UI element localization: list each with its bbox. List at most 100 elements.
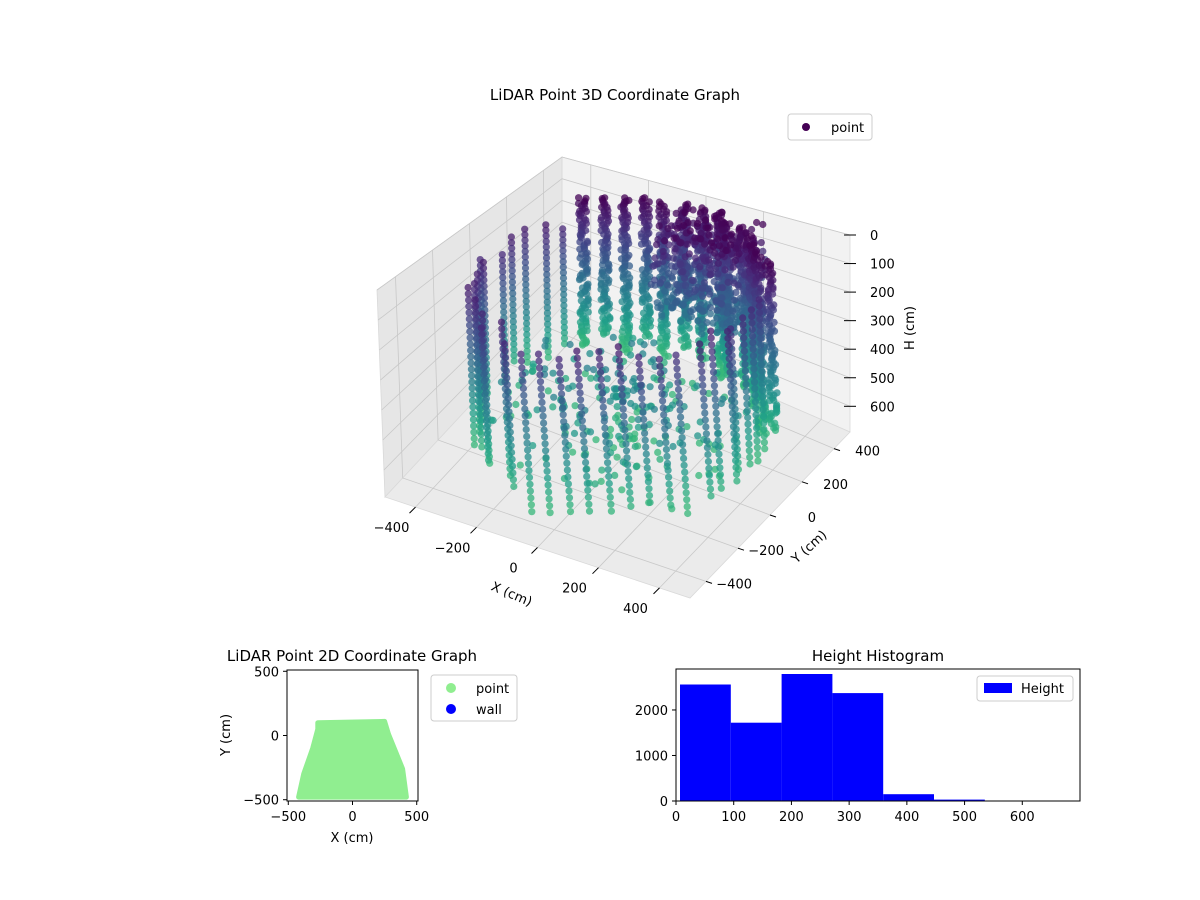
point-3d <box>522 308 531 316</box>
point-3d <box>703 319 711 327</box>
point-3d <box>744 413 752 422</box>
point-3d <box>556 369 564 377</box>
point-3d <box>732 470 741 478</box>
point-3d <box>641 194 649 202</box>
point-3d <box>759 220 767 229</box>
point-3d <box>767 260 775 268</box>
point-3d <box>721 266 729 274</box>
point-3d <box>752 417 760 426</box>
point-3d <box>765 296 773 304</box>
point-3d <box>646 498 654 507</box>
point-3d <box>723 319 731 327</box>
point-3d <box>510 334 518 343</box>
point-3d <box>482 416 490 425</box>
point-3d <box>480 294 488 302</box>
point-3d <box>469 397 477 405</box>
point-3d <box>724 303 732 311</box>
point-3d <box>521 236 529 244</box>
point-3d <box>465 315 473 323</box>
point-3d <box>510 482 518 491</box>
point-3d <box>601 431 610 439</box>
point-3d <box>481 383 489 392</box>
point-3d <box>563 466 572 474</box>
point-3d <box>748 319 756 327</box>
point-3d <box>516 461 524 469</box>
point-3d <box>470 422 478 430</box>
x-tick-3d <box>653 587 660 595</box>
point-3d <box>468 390 476 398</box>
y-tick-3d <box>737 547 745 551</box>
point-3d <box>592 436 600 444</box>
point-3d <box>756 328 764 336</box>
point-3d <box>715 457 724 465</box>
legend-3d-box <box>787 113 873 141</box>
point-3d <box>576 389 584 397</box>
point-3d <box>617 377 625 385</box>
point-3d <box>711 389 719 397</box>
point-3d <box>740 347 749 355</box>
legend-3d-marker <box>802 123 810 131</box>
point-3d <box>700 395 708 403</box>
point-3d <box>636 367 644 375</box>
point-3d <box>555 362 564 370</box>
point-3d <box>745 440 753 448</box>
point-3d <box>640 422 648 430</box>
legend-histogram-label: Height <box>1021 682 1064 697</box>
point-3d <box>706 478 714 486</box>
y-axis-label-2d: Y (cm) <box>219 714 234 757</box>
point-3d <box>559 225 567 233</box>
point-3d <box>559 258 567 266</box>
point-3d <box>713 314 721 322</box>
point-3d <box>689 206 697 214</box>
point-3d <box>479 258 487 266</box>
point-3d <box>582 458 590 467</box>
point-3d <box>482 410 490 418</box>
point-3d <box>659 247 667 256</box>
point-3d <box>583 255 592 263</box>
point-3d <box>521 258 530 267</box>
point-3d <box>749 345 757 353</box>
point-3d <box>507 435 515 443</box>
point-3d <box>604 211 612 219</box>
point-3d <box>759 247 767 255</box>
point-3d <box>596 368 605 377</box>
point-3d <box>655 222 663 230</box>
point-3d <box>604 230 612 238</box>
point-3d <box>757 360 766 369</box>
point-3d <box>693 382 701 390</box>
y-tick-label-2d: 0 <box>271 730 279 745</box>
point-3d <box>565 494 574 502</box>
point-3d <box>636 374 644 382</box>
point-3d <box>624 468 632 476</box>
point-3d <box>731 450 739 458</box>
point-3d <box>606 493 614 501</box>
point-3d <box>678 427 686 435</box>
point-3d <box>563 459 571 467</box>
point-3d <box>544 315 552 323</box>
point-3d <box>583 239 592 247</box>
point-3d <box>517 350 525 358</box>
point-3d <box>687 308 695 316</box>
z-tick-label-3d: 200 <box>870 286 895 301</box>
point-3d <box>579 431 588 439</box>
point-3d <box>713 306 721 314</box>
point-3d <box>522 303 530 311</box>
point-3d <box>483 436 492 444</box>
ticks-2d: −500 0 500 500 0 −500 <box>243 665 429 825</box>
point-3d <box>603 297 611 305</box>
point-3d <box>654 448 662 456</box>
point-3d <box>679 268 687 276</box>
point-3d <box>731 296 739 304</box>
point-3d <box>584 296 592 304</box>
x-tick-label-2d: 500 <box>404 810 429 825</box>
point-3d <box>656 455 664 463</box>
point-3d <box>583 479 591 487</box>
point-3d <box>580 438 588 446</box>
point-3d <box>597 477 605 485</box>
point-3d <box>680 461 688 469</box>
x-tick-label-3d: −200 <box>435 541 471 556</box>
point-3d <box>526 480 534 488</box>
point-3d <box>549 403 557 411</box>
point-3d <box>521 247 529 255</box>
point-3d <box>545 495 553 503</box>
